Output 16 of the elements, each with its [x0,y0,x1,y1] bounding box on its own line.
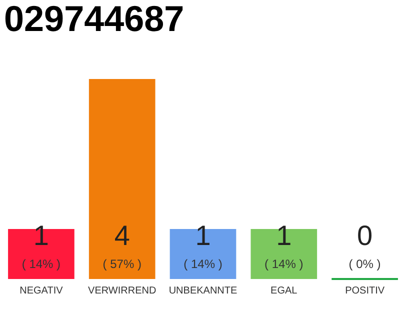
annotation: ( 14% ) [264,257,304,271]
data-label: 1 [33,220,49,251]
annotation: ( 0% ) [348,257,381,271]
x-tick-label: VERWIRREND [88,286,156,296]
annotation: ( 57% ) [102,257,142,271]
chart-title: 029744687 [4,0,184,39]
annotation: ( 14% ) [184,257,222,271]
x-tick-label: EGAL [270,286,298,296]
data-label: 1 [195,220,211,251]
x-tick-label: UNBEKANNTE [168,286,238,296]
annotation: ( 14% ) [22,257,61,271]
data-label: 1 [276,220,292,251]
x-tick-label: NEGATIV [20,286,64,296]
data-label: 4 [114,220,130,251]
x-tick-label: POSITIV [345,286,385,296]
data-label: 0 [357,220,373,251]
